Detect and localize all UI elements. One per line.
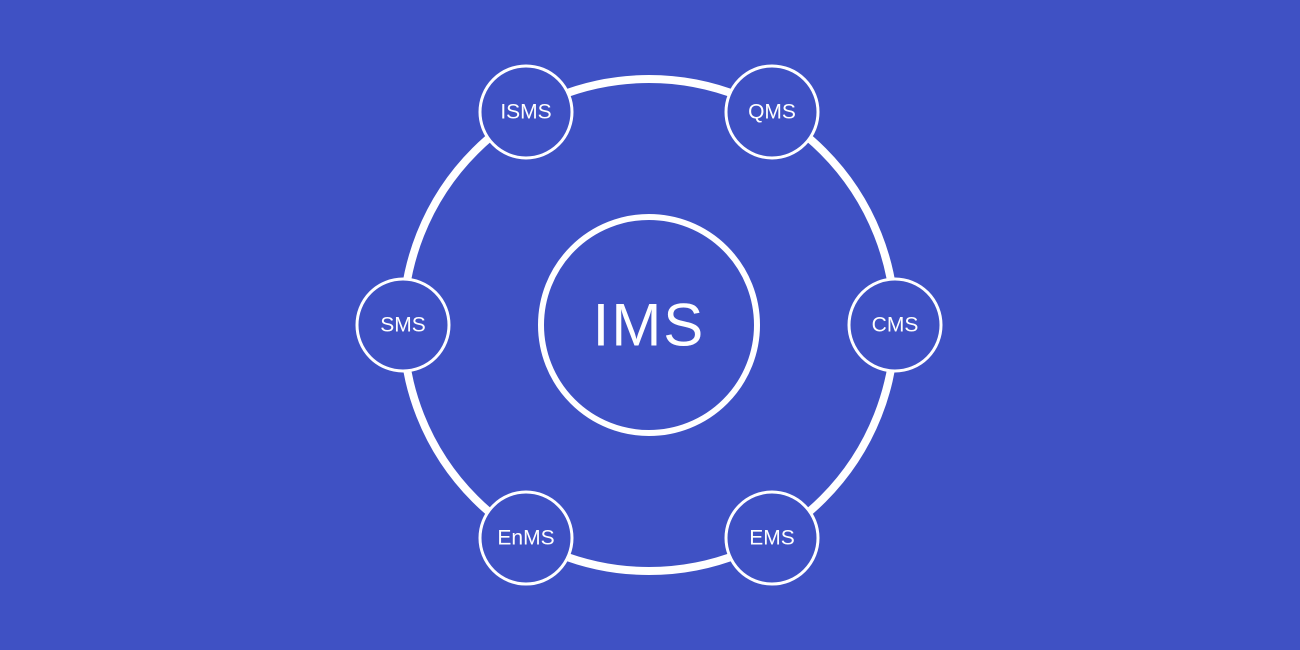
node-label-cms: CMS [872,314,919,337]
node-label-enms: EnMS [497,527,554,550]
node-enms: EnMS [480,492,572,584]
ims-diagram: ISMS QMS CMS EMS EnMS SMS IMS [0,0,1300,650]
node-cms: CMS [849,279,941,371]
node-qms: QMS [726,66,818,158]
node-label-sms: SMS [380,314,426,337]
node-label-qms: QMS [748,100,796,123]
center-label: IMS [593,292,706,359]
node-isms: ISMS [480,66,572,158]
node-sms: SMS [357,279,449,371]
node-ems: EMS [726,492,818,584]
node-label-isms: ISMS [500,100,551,123]
node-label-ems: EMS [749,527,795,550]
